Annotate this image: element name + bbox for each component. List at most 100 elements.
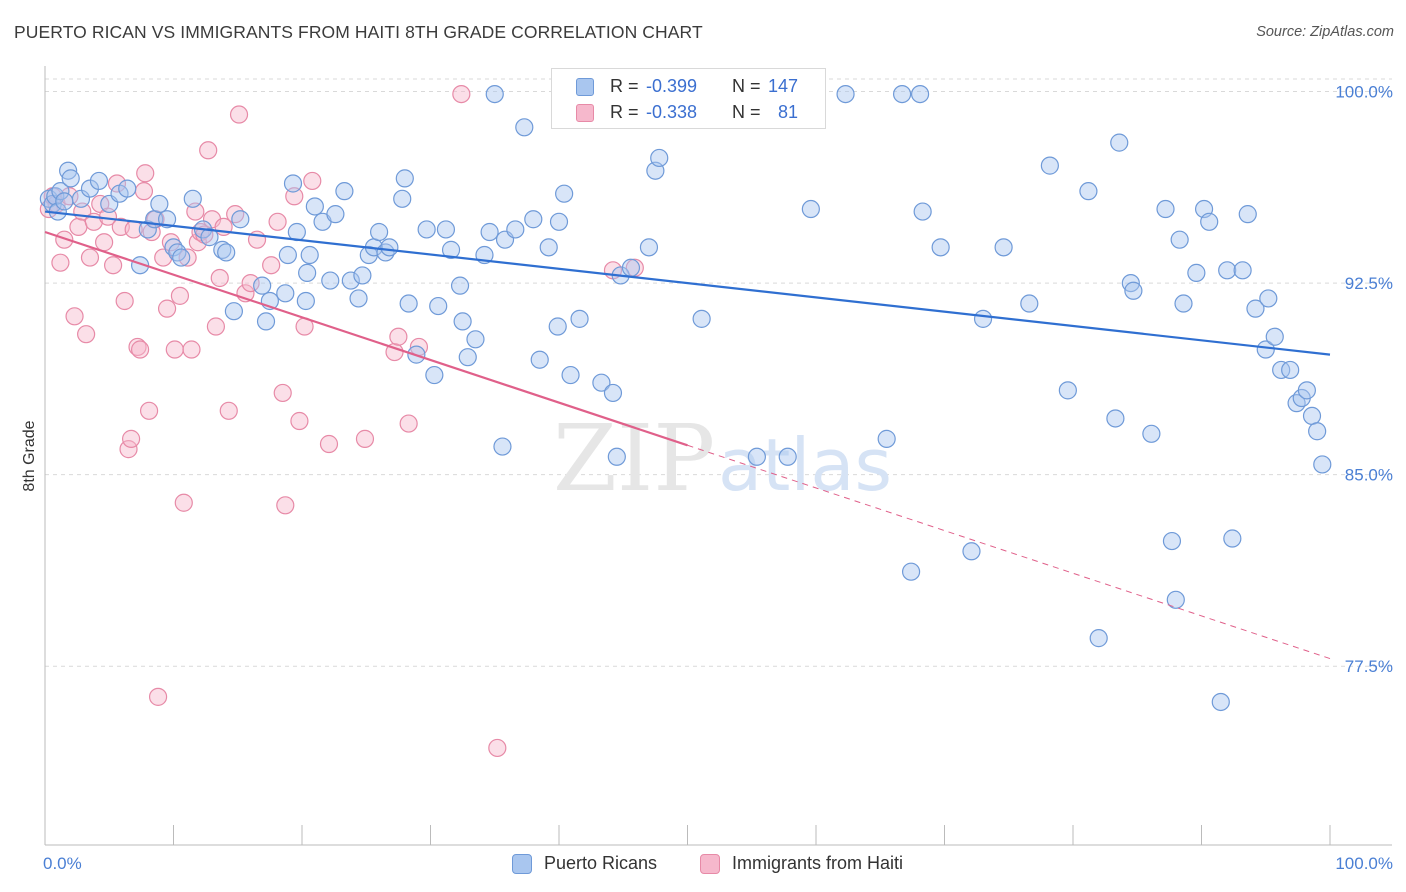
puerto-rican-point	[393, 189, 412, 208]
stats-legend: R = -0.399 N = 147 R = -0.338 N = 81	[551, 68, 826, 129]
puerto-rican-point	[1040, 156, 1059, 175]
haiti-point	[276, 496, 295, 515]
puerto-rican-point	[441, 240, 461, 259]
haiti-point	[121, 429, 141, 448]
puerto-rican-point	[549, 212, 569, 231]
puerto-rican-point	[515, 118, 534, 137]
haiti-point	[170, 286, 190, 305]
puerto-rican-point	[1218, 261, 1237, 280]
puerto-rican-point	[305, 197, 324, 216]
legend-n-label: N =	[732, 76, 761, 96]
legend-swatch-pink	[700, 854, 720, 874]
puerto-rican-point	[380, 238, 399, 257]
puerto-rican-point	[1223, 529, 1242, 548]
puerto-rican-point	[138, 220, 157, 239]
puerto-rican-point	[326, 205, 345, 224]
puerto-rican-point	[51, 182, 70, 201]
puerto-rican-point	[1200, 212, 1219, 231]
puerto-rican-point	[539, 238, 558, 257]
haiti-point	[319, 434, 339, 454]
legend-swatch-pink	[576, 104, 594, 122]
puerto-rican-point	[253, 276, 272, 295]
haiti-point	[199, 141, 218, 160]
puerto-rican-point	[973, 309, 993, 328]
haiti-point	[229, 105, 249, 124]
puerto-rican-point	[1110, 133, 1129, 152]
puerto-rican-point	[1287, 394, 1306, 413]
puerto-rican-point	[524, 210, 543, 229]
puerto-rican-point	[150, 194, 169, 214]
haiti-point	[161, 233, 181, 252]
puerto-rican-point	[607, 447, 626, 466]
legend-r-value: -0.338	[646, 102, 698, 122]
haiti-point	[273, 383, 292, 403]
trend-line-puerto-ricans	[44, 210, 1331, 356]
haiti-point	[128, 337, 147, 357]
trend-line-haiti	[44, 230, 688, 447]
puerto-rican-point	[157, 210, 177, 229]
puerto-rican-point	[466, 330, 485, 349]
puerto-rican-point	[395, 169, 414, 188]
legend-n-label: N =	[732, 102, 761, 122]
haiti-point	[226, 205, 245, 224]
puerto-rican-point	[901, 562, 921, 581]
haiti-point	[69, 217, 88, 237]
puerto-rican-point	[692, 309, 711, 328]
gridlines	[45, 78, 1392, 667]
puerto-rican-point	[1124, 281, 1143, 300]
puerto-rican-point	[1281, 360, 1300, 380]
puerto-rican-point	[892, 84, 912, 104]
puerto-rican-point	[276, 284, 295, 303]
puerto-rican-point	[801, 199, 820, 219]
haiti-point	[389, 327, 408, 346]
puerto-rican-point	[1089, 629, 1108, 648]
haiti-point	[303, 171, 322, 191]
puerto-rican-point	[650, 148, 669, 168]
puerto-rican-point	[485, 84, 504, 104]
haiti-point	[182, 340, 201, 359]
puerto-rican-point	[1058, 381, 1077, 400]
legend-r-label: R =	[610, 102, 639, 122]
puerto-rican-point	[962, 542, 981, 561]
y-tick-label: 100.0%	[1335, 83, 1393, 102]
puerto-rican-point	[436, 220, 456, 239]
puerto-rican-point	[621, 258, 641, 277]
axes	[44, 66, 1392, 846]
puerto-rican-point	[1162, 531, 1182, 551]
puerto-rican-point	[61, 169, 80, 188]
watermark: ZIP atlas	[553, 405, 892, 512]
puerto-rican-point	[458, 348, 477, 367]
haiti-point	[262, 256, 281, 275]
puerto-rican-point	[994, 238, 1013, 257]
puerto-rican-point	[283, 174, 303, 193]
puerto-rican-point	[1233, 261, 1252, 280]
haiti-point	[148, 687, 168, 706]
haiti-point	[385, 342, 404, 362]
puerto-rican-point	[493, 437, 512, 456]
legend-r-label: R =	[610, 76, 639, 96]
puerto-rican-point	[89, 171, 109, 191]
legend-n-value: 81	[778, 102, 799, 122]
puerto-rican-point	[1142, 424, 1161, 443]
puerto-rican-point	[341, 271, 360, 290]
haiti-point	[104, 256, 123, 275]
watermark-atlas: atlas	[718, 423, 892, 507]
puerto-rican-point	[910, 84, 930, 104]
haiti-point	[130, 340, 150, 359]
puerto-rican-point	[321, 271, 340, 290]
haiti-point	[136, 164, 155, 183]
puerto-rican-point	[1156, 199, 1175, 219]
haiti-point	[268, 212, 287, 231]
puerto-rican-point	[548, 317, 567, 336]
puerto-rican-point	[913, 202, 932, 221]
puerto-rican-point	[425, 365, 444, 385]
puerto-rican-point	[55, 192, 74, 211]
y-tick-label: 92.5%	[1345, 274, 1393, 293]
puerto-rican-point	[1238, 205, 1257, 224]
puerto-rican-point	[349, 289, 368, 308]
y-axis-label: 8th Grade	[21, 420, 38, 491]
puerto-rican-point	[300, 245, 319, 265]
puerto-rican-point	[1170, 230, 1189, 249]
legend-n-value: 147	[768, 76, 799, 96]
